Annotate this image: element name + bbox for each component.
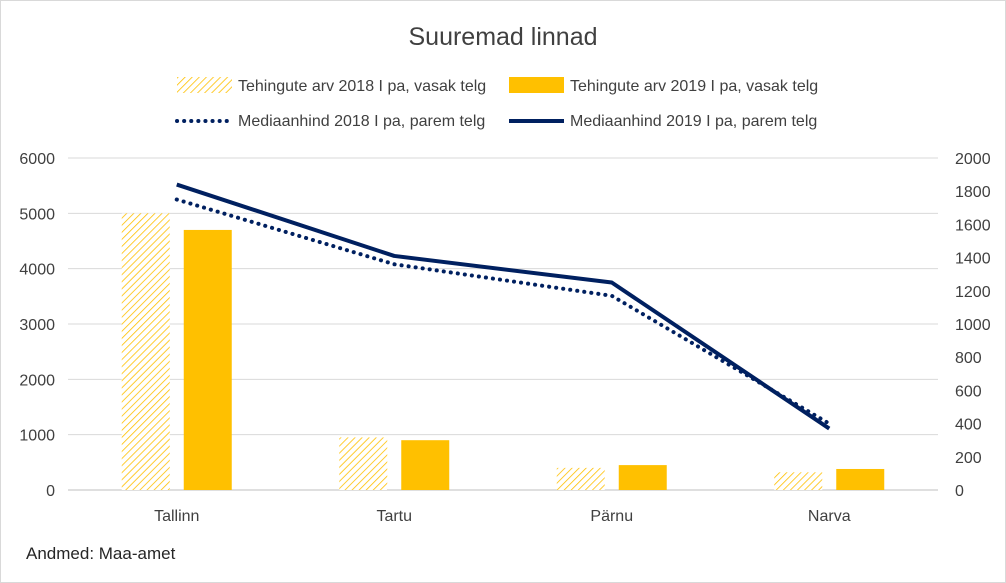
right-tick-label: 800 [955, 350, 982, 367]
category-label: Pärnu [590, 508, 633, 525]
bar-2019-tartu [401, 440, 450, 490]
right-tick-label: 600 [955, 383, 982, 400]
right-tick-label: 2000 [955, 151, 991, 168]
category-label: Tallinn [154, 508, 199, 525]
legend-swatch-bars-2019 [509, 77, 564, 93]
right-tick-label: 1600 [955, 217, 991, 234]
bar-2018-narva [774, 472, 823, 490]
category-axis: Tallinn Tartu Pärnu Narva [154, 508, 851, 525]
right-tick-label: 1400 [955, 251, 991, 268]
category-label: Tartu [376, 508, 412, 525]
legend-label-bars-2018: Tehingute arv 2018 I pa, vasak telg [238, 78, 486, 95]
legend-label-line-2019: Mediaanhind 2019 I pa, parem telg [570, 113, 817, 130]
right-tick-label: 1800 [955, 184, 991, 201]
left-axis: 0 1000 2000 3000 4000 5000 6000 [19, 151, 55, 500]
chart-title: Suuremad linnad [408, 23, 597, 51]
lines [174, 182, 832, 431]
bar-2018-tartu [339, 437, 388, 490]
legend-label-bars-2019: Tehingute arv 2019 I pa, vasak telg [570, 78, 818, 95]
bar-2018-tallinn [121, 213, 170, 491]
line-mediaanhind-2018 [174, 197, 832, 426]
left-tick-label: 3000 [19, 317, 55, 334]
left-tick-label: 2000 [19, 372, 55, 389]
line-mediaanhind-2019 [176, 182, 831, 431]
bar-2019-narva [836, 468, 885, 490]
left-tick-label: 5000 [19, 206, 55, 223]
legend-swatch-bars-2018 [177, 77, 232, 93]
left-tick-label: 6000 [19, 151, 55, 168]
right-tick-label: 1200 [955, 284, 991, 301]
bar-2019-tallinn [183, 229, 232, 490]
bar-2018-pärnu [556, 467, 605, 490]
legend: Tehingute arv 2018 I pa, vasak telg Tehi… [175, 77, 818, 130]
bars [121, 213, 885, 491]
right-tick-label: 200 [955, 450, 982, 467]
bar-2019-pärnu [618, 465, 667, 490]
right-tick-label: 1000 [955, 317, 991, 334]
left-tick-label: 0 [46, 483, 55, 500]
right-tick-label: 400 [955, 417, 982, 434]
category-label: Narva [808, 508, 851, 525]
left-tick-label: 4000 [19, 262, 55, 279]
source-note: Andmed: Maa-amet [26, 544, 176, 563]
right-axis: 0 200 400 600 800 1000 1200 1400 1600 1800 2000 [955, 151, 991, 500]
left-tick-label: 1000 [19, 428, 55, 445]
legend-label-line-2018: Mediaanhind 2018 I pa, parem telg [238, 113, 485, 130]
right-tick-label: 0 [955, 483, 964, 500]
